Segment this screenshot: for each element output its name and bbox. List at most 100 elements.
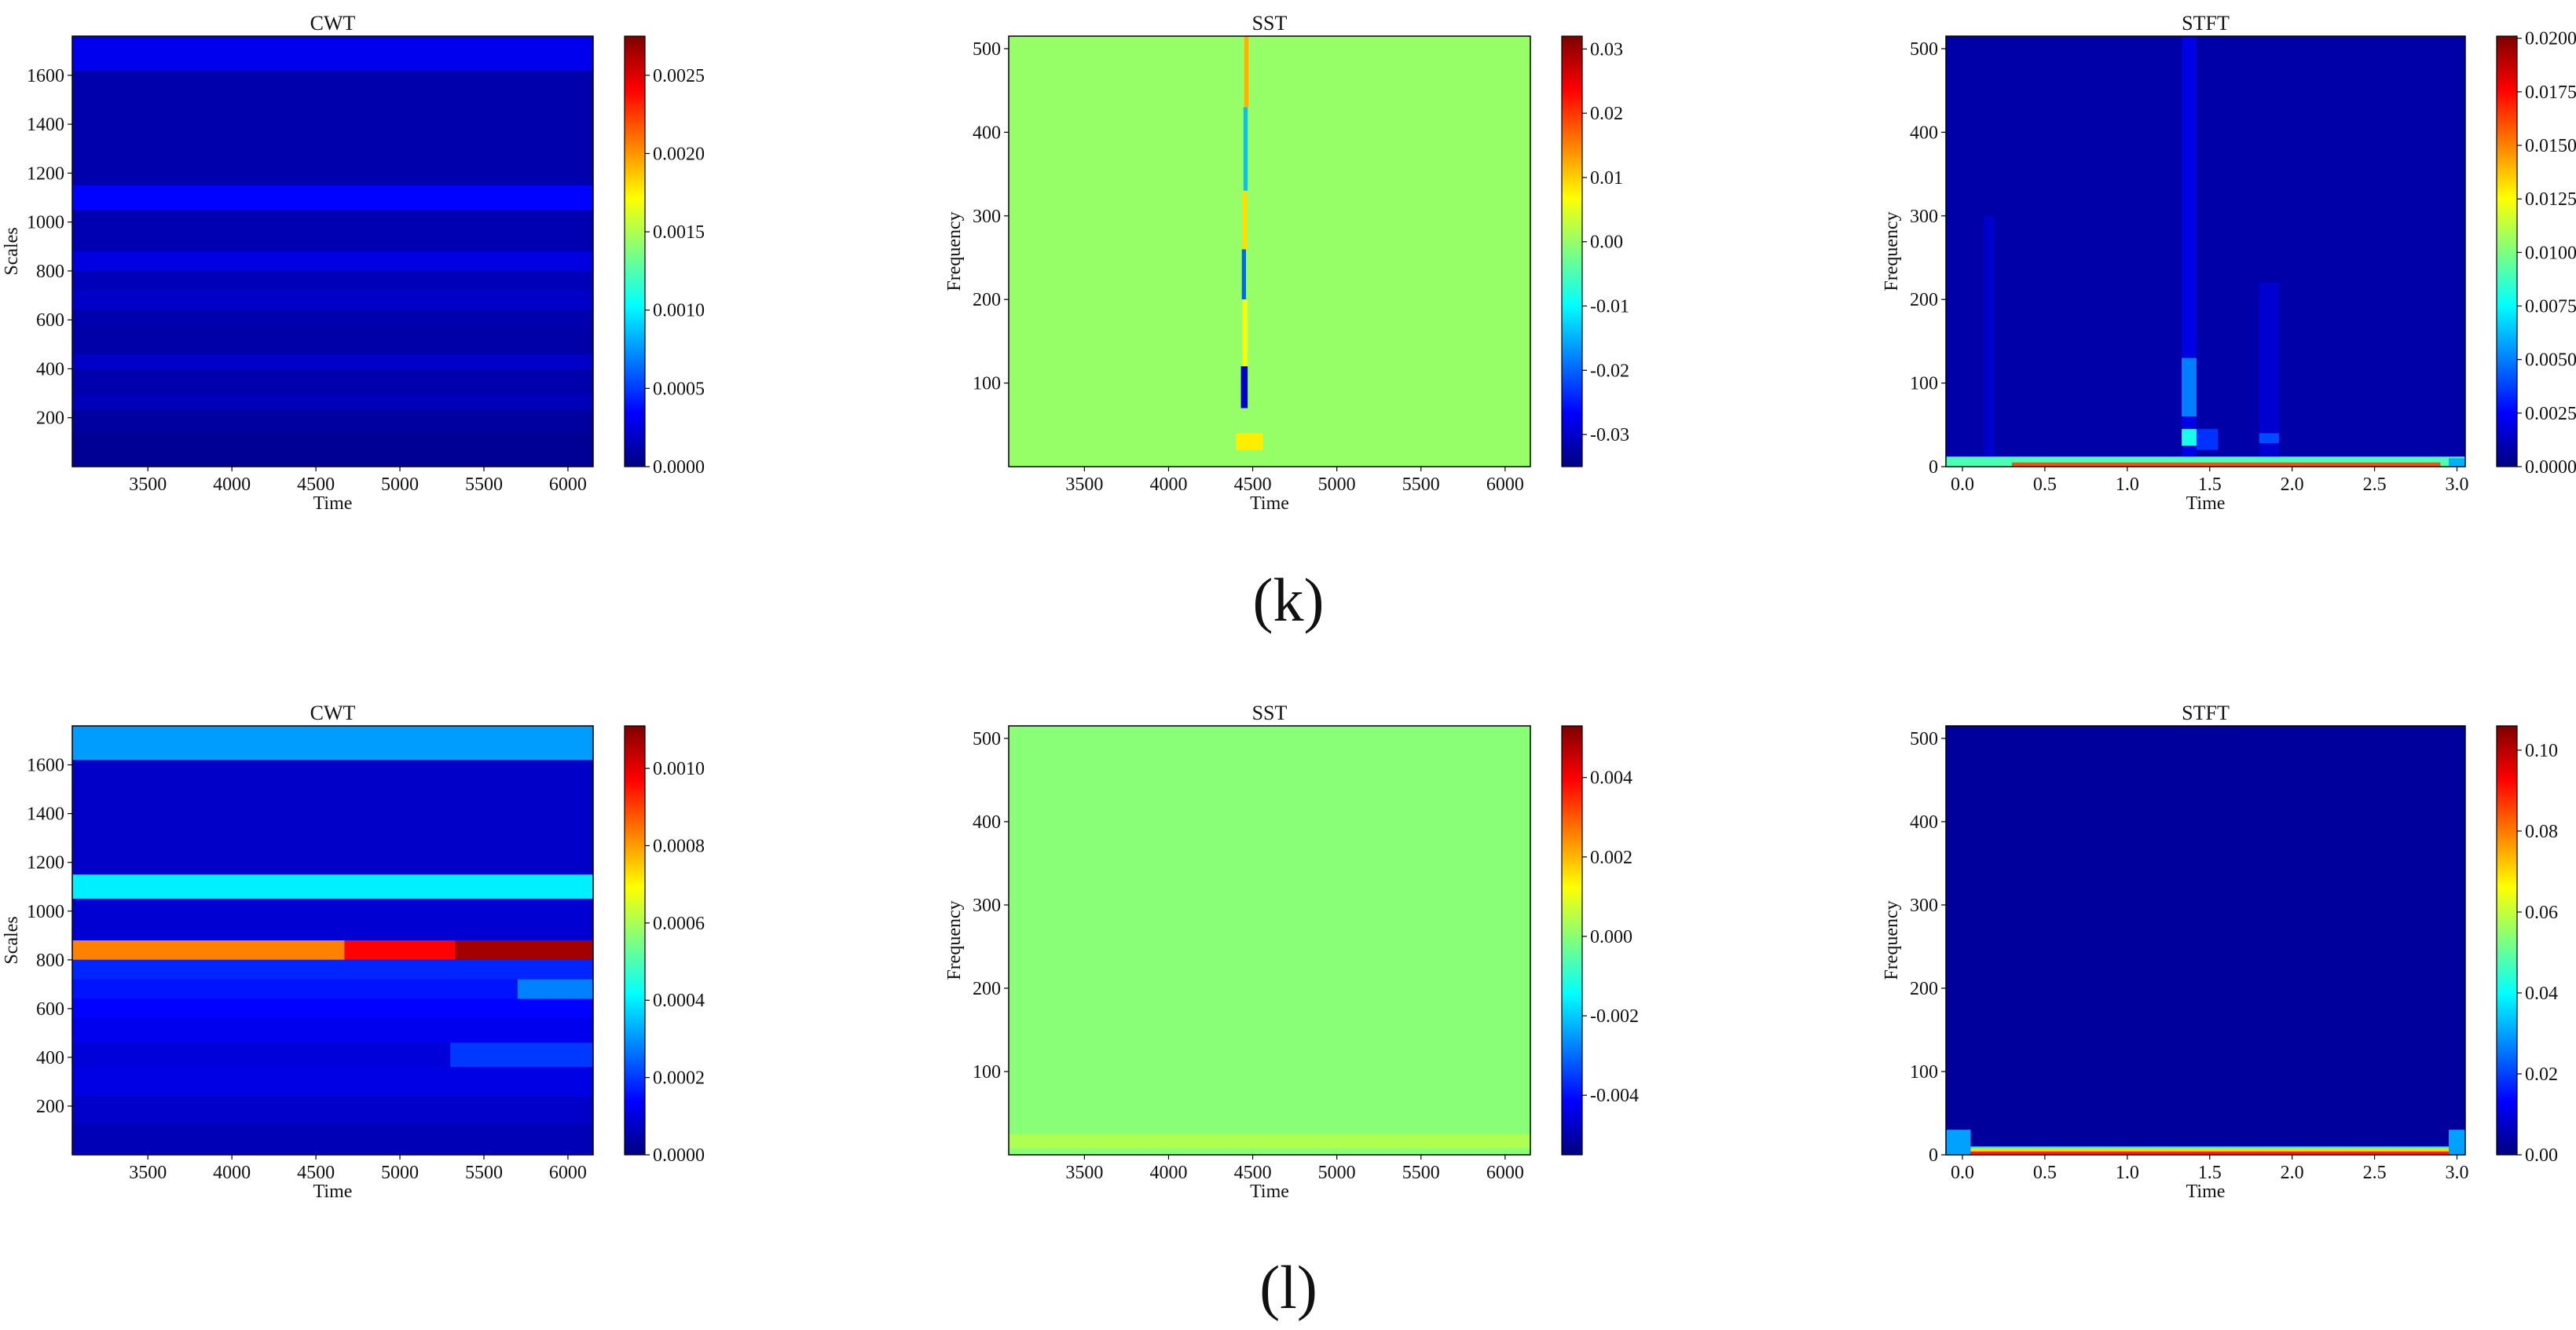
chart-title: CWT (310, 702, 356, 724)
heatmap-cell (72, 959, 593, 980)
x-tick-label: 5000 (1318, 474, 1356, 495)
heatmap-cell (72, 70, 593, 185)
heatmap-cell (72, 432, 593, 467)
heatmap-cell (72, 998, 593, 1019)
heatmap-cell (1946, 1130, 1971, 1155)
y-tick-label: 400 (1910, 812, 1938, 833)
colorbar (1561, 35, 1583, 467)
x-axis-label: Time (313, 1182, 353, 1202)
colorbar-tick-label: 0.0000 (653, 1145, 705, 1166)
colorbar (2496, 35, 2518, 467)
heatmap-background (1009, 726, 1530, 1155)
heatmap-cell (72, 979, 518, 999)
heatmap-cell (1970, 1148, 2450, 1152)
panel-cwt: CWT 3500 4000 4500 5000 5500 6000 Time 200 400 600… (2, 12, 705, 514)
row-label-l: (l) (1259, 1253, 1317, 1321)
y-tick-label: 1400 (27, 115, 64, 135)
heatmap-cell (1984, 215, 1995, 467)
plot-frame (1008, 725, 1531, 1156)
x-tick-label: 5500 (465, 474, 503, 495)
colorbar-tick-label: 0.02 (2525, 1064, 2558, 1085)
x-tick-label: 4000 (1149, 474, 1187, 495)
y-tick-label: 400 (973, 812, 1001, 833)
colorbar-tick-label: -0.002 (1590, 1006, 1639, 1027)
y-tick-label: 200 (1910, 979, 1938, 999)
panel-sst: SST 3500 4000 4500 5000 5500 6000 Time 100 200 300… (944, 12, 1629, 514)
colorbar-tick-label: 0.01 (1590, 168, 1623, 189)
y-tick-label: 1400 (27, 804, 64, 825)
y-tick-label: 400 (1910, 123, 1938, 143)
y-tick-label: 100 (1910, 374, 1938, 394)
x-tick-label: 3500 (1065, 474, 1103, 495)
x-tick-label: 4500 (1234, 1163, 1272, 1183)
x-tick-label: 2.0 (2281, 1163, 2304, 1183)
panel-sst: SST 3500 4000 4500 5000 5500 6000 Time 100 200 300… (944, 702, 1639, 1202)
colorbar-tick-label: 0.0125 (2525, 189, 2576, 210)
colorbar (624, 725, 646, 1156)
x-axis-label: Time (1250, 1182, 1289, 1202)
heatmap-background (1946, 36, 2465, 467)
heatmap-cell (2182, 357, 2197, 417)
x-tick-label: 5000 (381, 474, 419, 495)
plot-frame (1945, 35, 2466, 467)
x-tick-label: 3.0 (2446, 1163, 2469, 1183)
heatmap-cell (2449, 1130, 2465, 1155)
colorbar-tick-label: -0.02 (1590, 361, 1629, 381)
y-tick-label: 0 (1929, 1145, 1938, 1166)
x-tick-label: 0.5 (2033, 1163, 2057, 1183)
row-label-k: (k) (1253, 566, 1325, 634)
y-axis-label: Scales (2, 916, 22, 964)
plot-frame (1008, 35, 1531, 467)
colorbar-tick-label: 0.0100 (2525, 243, 2576, 263)
colorbar-tick-label: 0.0025 (2525, 404, 2576, 424)
heatmap-cell (72, 36, 593, 71)
heatmap-cell (72, 874, 593, 899)
x-tick-label: 6000 (1486, 1163, 1524, 1183)
x-axis-label: Time (2186, 493, 2226, 514)
x-tick-label: 2.0 (2281, 474, 2304, 495)
x-tick-label: 5000 (381, 1163, 419, 1183)
y-tick-label: 500 (1910, 729, 1938, 749)
heatmap-cell (72, 1096, 593, 1123)
y-tick-label: 800 (36, 951, 64, 971)
colorbar-tick-label: 0.0005 (653, 379, 705, 399)
x-tick-label: 5500 (1402, 1163, 1440, 1183)
heatmap-cell (2182, 429, 2197, 446)
y-tick-label: 300 (973, 896, 1001, 916)
chart-title: CWT (310, 12, 356, 35)
y-tick-label: 1000 (27, 213, 64, 233)
heatmap-cell (72, 1018, 593, 1043)
y-tick-label: 600 (36, 999, 64, 1020)
heatmap-cell (72, 270, 593, 291)
colorbar (1561, 725, 1583, 1156)
x-tick-label: 4000 (213, 474, 251, 495)
y-tick-label: 400 (973, 123, 1001, 143)
y-tick-label: 600 (36, 310, 64, 331)
panel-stft: STFT 0.0 0.5 1.0 1.5 2.0 2.5 3.0 Time 0 100 200 300 4… (1882, 12, 2576, 514)
x-tick-label: 4000 (1149, 1163, 1187, 1183)
y-tick-label: 400 (36, 1048, 64, 1068)
y-tick-label: 1200 (27, 163, 64, 184)
heatmap-cell (2259, 433, 2279, 444)
x-tick-label: 1.5 (2198, 1163, 2222, 1183)
y-tick-label: 100 (973, 374, 1001, 394)
x-tick-label: 6000 (1486, 474, 1524, 495)
heatmap-cell (72, 185, 593, 211)
heatmap-cell (1243, 107, 1248, 191)
x-tick-label: 6000 (549, 474, 587, 495)
colorbar-tick-label: 0.02 (1590, 104, 1623, 124)
y-tick-label: 200 (36, 1097, 64, 1117)
y-tick-label: 200 (973, 290, 1001, 310)
colorbar-tick-label: 0.10 (2525, 741, 2558, 761)
heatmap-cell (72, 1067, 593, 1097)
y-tick-label: 1600 (27, 756, 64, 776)
heatmap-cell (72, 290, 593, 310)
heatmap-cell (1009, 1134, 1530, 1149)
colorbar-tick-label: 0.004 (1590, 768, 1632, 789)
colorbar-tick-label: 0.08 (2525, 822, 2558, 842)
heatmap-cell (344, 940, 456, 960)
chart-title: SST (1252, 702, 1288, 724)
plot-frame (71, 725, 594, 1156)
heatmap-cell (1240, 366, 1248, 409)
